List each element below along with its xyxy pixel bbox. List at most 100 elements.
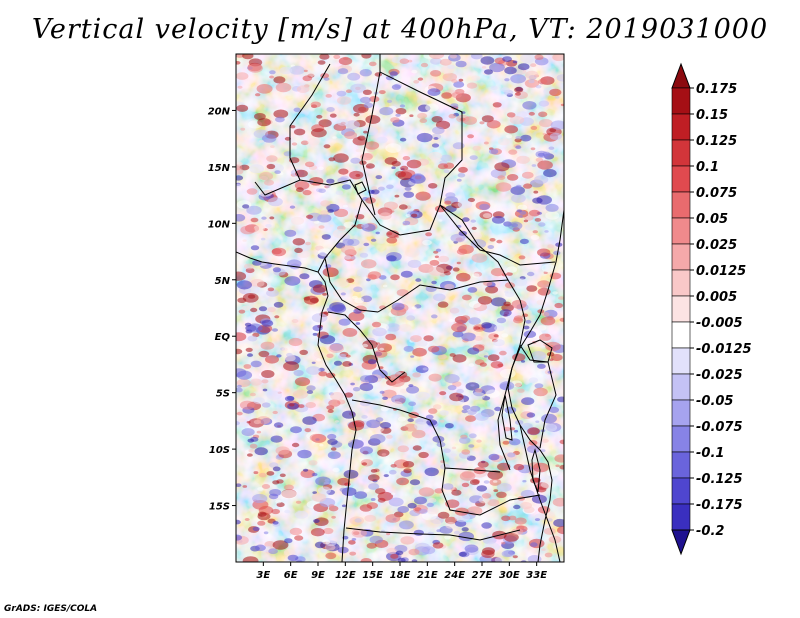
field-speckle	[283, 151, 292, 157]
field-speckle	[411, 559, 418, 562]
colorbar-segment	[671, 87, 691, 115]
field-speckle	[438, 219, 443, 222]
field-speckle	[447, 385, 457, 391]
field-speckle	[371, 321, 382, 328]
field-speckle	[283, 548, 296, 556]
field-speckle	[268, 548, 278, 555]
field-speckle	[479, 362, 487, 367]
field-speckle	[410, 335, 422, 343]
field-speckle	[264, 179, 274, 186]
field-speckle	[489, 62, 505, 73]
field-speckle	[433, 293, 446, 302]
field-speckle	[313, 220, 320, 224]
field-speckle	[484, 69, 493, 75]
field-speckle	[408, 401, 416, 407]
field-speckle	[532, 197, 543, 204]
field-speckle	[467, 134, 474, 139]
field-speckle	[515, 136, 522, 140]
field-speckle	[292, 238, 305, 246]
field-speckle	[326, 178, 335, 184]
field-speckle	[506, 266, 518, 273]
colorbar-segment	[671, 503, 691, 531]
field-speckle	[258, 350, 270, 358]
field-speckle	[319, 335, 336, 345]
field-speckle	[528, 377, 539, 384]
colorbar-segment	[671, 399, 691, 427]
field-speckle	[534, 339, 545, 347]
field-speckle	[422, 367, 428, 371]
field-speckle	[334, 420, 340, 423]
field-speckle	[495, 182, 512, 192]
longitude-axis: 3E 6E 9E 12E 15E 18E 21E 24E 27E 30E 33E	[256, 562, 547, 581]
field-speckle	[236, 368, 247, 377]
field-speckle	[496, 483, 512, 492]
field-speckle	[432, 435, 445, 443]
field-speckle	[544, 552, 553, 558]
field-speckle	[298, 404, 305, 409]
field-speckle	[381, 389, 397, 399]
field-speckle	[461, 332, 476, 342]
field-speckle	[275, 82, 292, 93]
field-speckle	[559, 439, 564, 445]
field-speckle	[344, 255, 352, 260]
field-speckle	[397, 445, 409, 453]
field-speckle	[243, 364, 252, 369]
field-speckle	[452, 267, 460, 272]
field-speckle	[530, 542, 538, 547]
field-speckle	[271, 248, 282, 255]
field-speckle	[425, 414, 434, 420]
field-speckle	[244, 518, 250, 521]
field-speckle	[322, 267, 339, 278]
field-speckle	[364, 514, 377, 522]
field-speckle	[537, 280, 551, 288]
field-speckle	[434, 488, 444, 494]
lon-tick-label: 6E	[284, 570, 298, 581]
field-speckle	[308, 460, 318, 466]
field-speckle	[249, 164, 265, 174]
field-speckle	[409, 479, 421, 486]
field-speckle	[293, 369, 304, 377]
field-speckle	[425, 518, 442, 528]
field-speckle	[333, 208, 349, 218]
field-speckle	[468, 433, 477, 439]
lon-tick-label: 33E	[526, 570, 547, 581]
field-speckle	[462, 294, 472, 301]
field-speckle	[538, 119, 553, 128]
field-speckle	[553, 518, 564, 528]
colorbar-label: -0.125	[696, 472, 743, 487]
field-speckle	[471, 391, 485, 400]
field-speckle	[351, 528, 367, 538]
field-speckle	[390, 210, 395, 213]
field-speckle	[347, 72, 361, 81]
field-speckle	[535, 157, 544, 162]
field-speckle	[504, 125, 519, 134]
field-speckle	[250, 160, 256, 164]
field-speckle	[457, 106, 464, 110]
field-speckle	[252, 532, 258, 536]
field-speckle	[522, 101, 537, 110]
field-speckle	[494, 325, 505, 332]
field-speckle	[541, 413, 557, 424]
border-nigeria	[254, 179, 363, 273]
field-speckle	[310, 528, 325, 537]
lon-tick-label: 24E	[444, 570, 465, 581]
field-speckle	[443, 448, 451, 454]
field-speckle	[558, 296, 564, 300]
field-speckle	[527, 445, 541, 454]
field-speckle	[237, 85, 243, 89]
field-speckle	[329, 224, 334, 227]
field-speckle	[344, 482, 351, 487]
field-speckle	[323, 77, 330, 81]
lake-victoria	[527, 339, 553, 363]
field-speckle	[418, 487, 435, 497]
colorbar-label: -0.0125	[696, 342, 752, 357]
field-speckle	[403, 468, 412, 474]
colorbar-segment	[671, 477, 691, 505]
field-speckle	[296, 85, 310, 93]
field-speckle	[261, 402, 271, 408]
field-speckle	[470, 239, 487, 249]
field-speckle	[339, 487, 347, 492]
field-speckle	[250, 217, 259, 223]
field-speckle	[427, 88, 441, 96]
field-speckle	[357, 437, 363, 441]
